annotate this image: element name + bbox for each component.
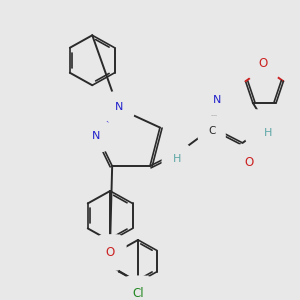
- Text: O: O: [259, 57, 268, 70]
- Text: Cl: Cl: [132, 287, 144, 300]
- Text: O: O: [244, 156, 253, 169]
- Text: H: H: [264, 128, 273, 138]
- Text: H: H: [173, 154, 181, 164]
- Text: N: N: [92, 131, 100, 141]
- Text: N: N: [256, 121, 265, 134]
- Text: C: C: [208, 126, 215, 136]
- Text: N: N: [115, 102, 123, 112]
- Text: O: O: [106, 246, 115, 259]
- Text: N: N: [212, 95, 221, 105]
